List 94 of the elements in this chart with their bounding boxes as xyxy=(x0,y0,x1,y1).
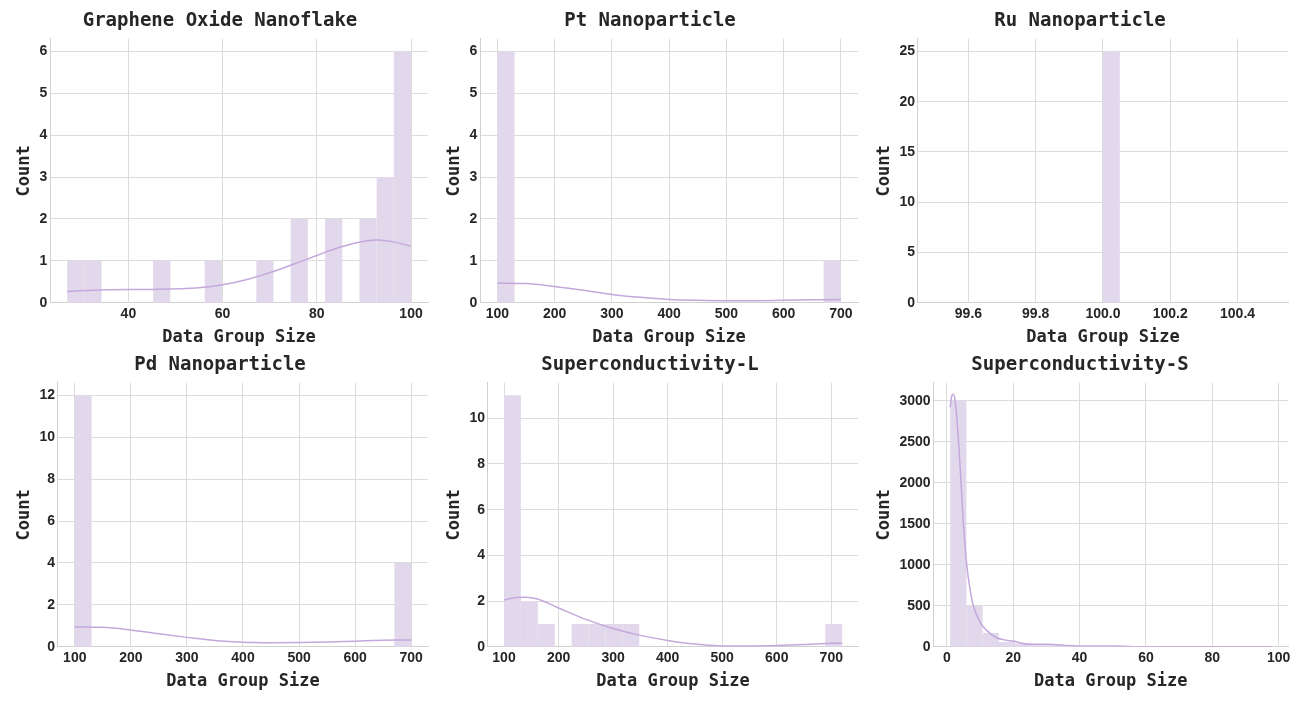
y-tick-label: 2 xyxy=(39,209,48,226)
y-tick-label: 4 xyxy=(47,553,56,570)
x-tick-label: 40 xyxy=(1071,649,1088,666)
y-tick-label: 6 xyxy=(477,500,486,517)
y-tick-label: 2500 xyxy=(899,432,931,449)
x-tick-label: 40 xyxy=(120,305,137,322)
x-axis-title: Data Group Size xyxy=(162,326,316,347)
x-tick-label: 100 xyxy=(485,305,510,322)
y-tick-label: 1 xyxy=(469,251,478,268)
x-tick-label: 300 xyxy=(175,649,199,666)
chart-title: Pd Nanoparticle xyxy=(134,352,306,375)
x-tick-label: 200 xyxy=(546,649,571,666)
y-tick-label: 0 xyxy=(477,637,486,654)
x-tick-label: 100.2 xyxy=(1152,305,1188,322)
y-tick-label: 0 xyxy=(907,293,916,310)
y-tick-label: 1 xyxy=(39,251,48,268)
x-axis-title: Data Group Size xyxy=(596,670,750,691)
y-axis-title: Count xyxy=(872,489,893,541)
x-tick-label: 600 xyxy=(771,305,796,322)
x-axis-title: Data Group Size xyxy=(592,326,746,347)
y-tick-label: 2 xyxy=(47,595,56,612)
x-tick-label: 300 xyxy=(600,305,624,322)
y-tick-label: 3000 xyxy=(899,391,931,408)
x-tick-label: 400 xyxy=(657,305,681,322)
x-tick-label: 100.4 xyxy=(1220,305,1256,322)
chart-title: Pt Nanoparticle xyxy=(564,8,736,31)
y-tick-label: 4 xyxy=(469,126,478,143)
y-tick-label: 1500 xyxy=(899,514,931,531)
x-axis-title: Data Group Size xyxy=(1026,326,1180,347)
x-tick-label: 100 xyxy=(492,649,516,666)
x-tick-label: 20 xyxy=(1005,649,1022,666)
x-tick-label: 500 xyxy=(714,305,739,322)
y-tick-label: 1000 xyxy=(899,555,931,572)
x-axis-title: Data Group Size xyxy=(166,670,320,691)
y-tick-label: 25 xyxy=(899,42,916,59)
x-tick-label: 600 xyxy=(765,649,789,666)
y-tick-label: 3 xyxy=(39,167,48,184)
y-tick-label: 15 xyxy=(899,142,916,159)
x-tick-label: 60 xyxy=(1138,649,1154,666)
y-tick-label: 0 xyxy=(469,293,478,310)
chart-title: Superconductivity-S xyxy=(971,352,1189,375)
x-tick-label: 700 xyxy=(819,649,844,666)
x-tick-label: 500 xyxy=(287,649,311,666)
y-tick-label: 6 xyxy=(47,511,56,528)
x-tick-label: 300 xyxy=(601,649,625,666)
y-tick-label: 6 xyxy=(39,42,48,59)
y-tick-label: 0 xyxy=(47,637,56,654)
x-tick-label: 0 xyxy=(942,649,951,666)
x-tick-label: 700 xyxy=(399,649,424,666)
y-tick-label: 2 xyxy=(469,209,478,226)
x-tick-label: 400 xyxy=(231,649,255,666)
x-tick-label: 99.8 xyxy=(1022,305,1050,322)
y-tick-label: 10 xyxy=(39,428,56,445)
x-tick-label: 100 xyxy=(399,305,423,322)
y-tick-label: 2 xyxy=(477,591,486,608)
x-tick-label: 80 xyxy=(309,305,325,322)
y-axis-title: Count xyxy=(872,145,893,197)
y-tick-label: 4 xyxy=(39,126,48,143)
x-tick-label: 100.0 xyxy=(1085,305,1121,322)
y-tick-label: 3 xyxy=(469,167,478,184)
y-tick-label: 500 xyxy=(907,596,931,613)
chart-title: Superconductivity-L xyxy=(541,352,759,375)
y-tick-label: 5 xyxy=(907,243,916,260)
y-tick-label: 5 xyxy=(469,84,478,101)
y-tick-label: 12 xyxy=(39,386,56,403)
y-tick-label: 8 xyxy=(477,454,486,471)
x-tick-label: 200 xyxy=(119,649,143,666)
y-axis-title: Count xyxy=(12,489,33,541)
x-tick-label: 600 xyxy=(343,649,368,666)
x-tick-label: 99.6 xyxy=(954,305,983,322)
x-tick-label: 400 xyxy=(655,649,680,666)
x-tick-label: 60 xyxy=(214,305,231,322)
chart-title: Ru Nanoparticle xyxy=(994,8,1166,31)
x-axis-title: Data Group Size xyxy=(1034,670,1188,691)
y-tick-label: 6 xyxy=(469,42,478,59)
y-tick-label: 2000 xyxy=(899,473,931,490)
y-tick-label: 8 xyxy=(47,470,56,487)
y-tick-label: 10 xyxy=(469,409,486,426)
chart-title: Graphene Oxide Nanoflake xyxy=(82,8,358,31)
x-tick-label: 100 xyxy=(1267,649,1291,666)
y-tick-label: 5 xyxy=(39,84,48,101)
y-tick-label: 0 xyxy=(922,637,931,654)
x-tick-label: 700 xyxy=(829,305,853,322)
x-tick-label: 80 xyxy=(1204,649,1221,666)
x-tick-label: 500 xyxy=(710,649,735,666)
y-axis-title: Count xyxy=(442,145,463,197)
y-tick-label: 4 xyxy=(477,546,486,563)
y-tick-label: 0 xyxy=(39,293,48,310)
x-tick-label: 200 xyxy=(542,305,567,322)
y-tick-label: 10 xyxy=(899,193,916,210)
y-axis-title: Count xyxy=(442,489,463,541)
y-axis-title: Count xyxy=(12,145,33,197)
x-tick-label: 100 xyxy=(63,649,87,666)
y-tick-label: 20 xyxy=(899,92,916,109)
